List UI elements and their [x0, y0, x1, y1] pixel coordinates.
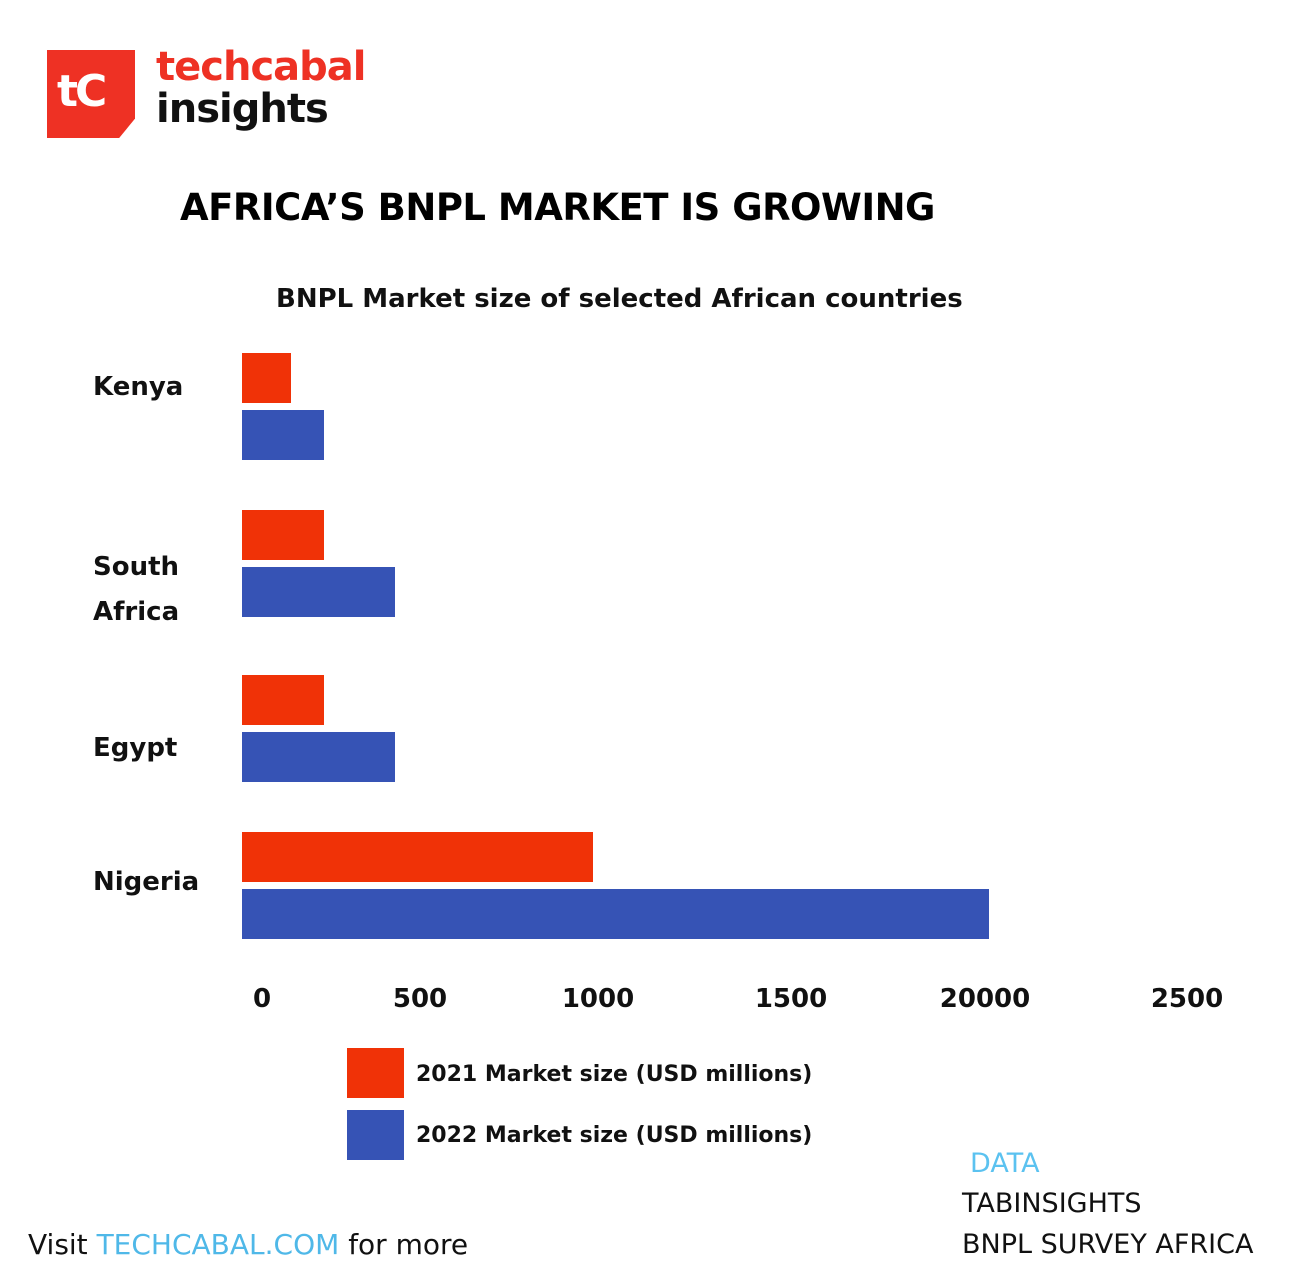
x-tick-label: 20000: [939, 984, 1031, 1014]
bar-egypt-2022: [242, 732, 396, 782]
bar-egypt-2021: [242, 675, 325, 725]
x-tick-label: 1000: [561, 984, 635, 1014]
category-label-south-africa: South Africa: [93, 552, 180, 627]
legend-label-2022: 2022 Market size (USD millions): [416, 1123, 813, 1148]
brand-subname: insights: [156, 86, 329, 132]
bar-south-africa-2022: [242, 567, 396, 617]
legend-label-2021: 2021 Market size (USD millions): [416, 1062, 813, 1087]
source-line: TABINSIGHTS: [962, 1188, 1142, 1219]
bar-nigeria-2022: [242, 889, 989, 939]
x-tick-label: 0: [252, 984, 272, 1014]
bar-south-africa-2021: [242, 510, 325, 560]
source-heading: DATA: [970, 1148, 1040, 1179]
techcabal-logo-icon: tC: [47, 50, 135, 138]
x-tick-label: 500: [392, 984, 448, 1014]
x-tick-label: 2500: [1150, 984, 1224, 1014]
legend-swatch-2021: [347, 1048, 404, 1098]
bar-kenya-2022: [242, 410, 325, 460]
page-title: AFRICA’S BNPL MARKET IS GROWING: [180, 186, 935, 229]
category-label-nigeria: Nigeria: [93, 867, 200, 897]
brand-name: techcabal: [156, 44, 366, 90]
category-label-kenya: Kenya: [93, 372, 184, 402]
footer-text: Visit TECHCABAL.COM for more: [28, 1228, 469, 1261]
chart-subtitle: BNPL Market size of selected African cou…: [276, 284, 963, 314]
legend-swatch-2022: [347, 1110, 404, 1160]
bar-kenya-2021: [242, 353, 291, 403]
x-tick-label: 1500: [754, 984, 828, 1014]
source-line: BNPL SURVEY AFRICA: [962, 1229, 1254, 1260]
bar-nigeria-2021: [242, 832, 594, 882]
techcabal-link[interactable]: TECHCABAL.COM: [96, 1228, 340, 1261]
category-label-egypt: Egypt: [93, 733, 178, 763]
